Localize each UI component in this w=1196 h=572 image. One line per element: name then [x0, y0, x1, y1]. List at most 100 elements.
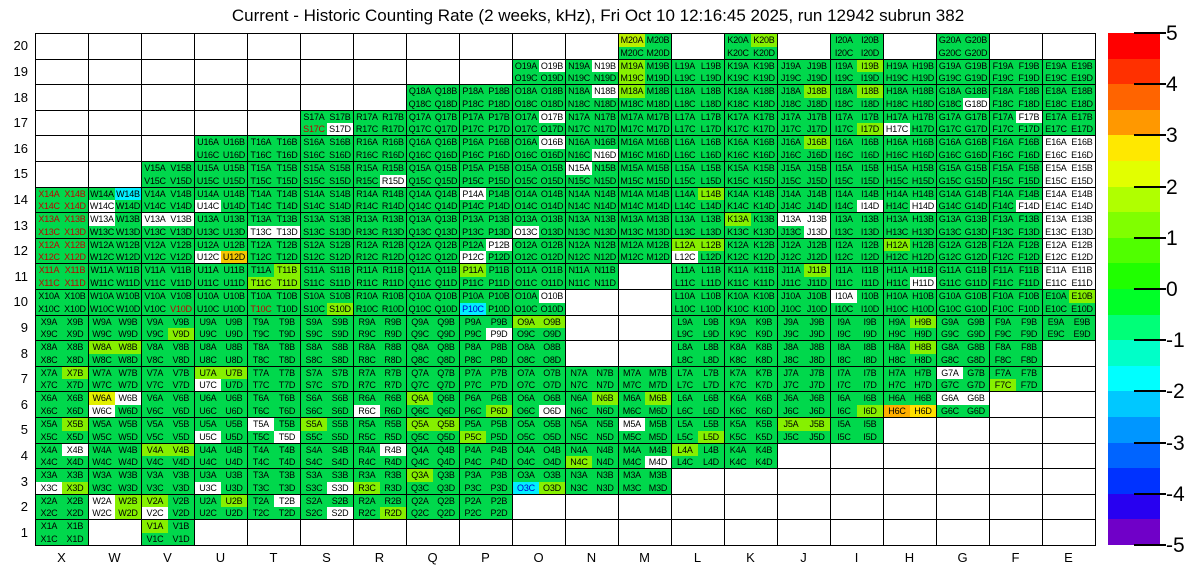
- heatmap-block-O12: O12A O12B O12C O12D: [512, 238, 566, 264]
- heatmap-cell-R15B: R15B: [380, 162, 406, 175]
- heatmap-block-K7: K7A K7B K7C K7D: [724, 366, 778, 392]
- heatmap-cell-X5B: X5B: [62, 418, 88, 431]
- heatmap-cell-U14D: U14D: [221, 200, 247, 212]
- heatmap-cell-J19A: J19A: [778, 60, 804, 72]
- heatmap-cell-F8D: F8D: [1016, 353, 1042, 366]
- heatmap-block-I13: I13A I13B I13C I13D: [830, 212, 884, 239]
- heatmap-cell-P4B: P4B: [486, 444, 512, 456]
- heatmap-cell-O13A: O13A: [513, 213, 539, 226]
- heatmap-block-P5: P5A P5B P5C P5D: [459, 417, 513, 444]
- heatmap-cell-Q4A: Q4A: [407, 444, 433, 456]
- heatmap-block-J14: J14A J14B J14C J14D: [777, 187, 831, 213]
- heatmap-cell-F15C: F15C: [990, 174, 1016, 187]
- heatmap-cell-H13A: H13A: [884, 213, 910, 226]
- heatmap-cell-N5C: N5C: [566, 430, 592, 443]
- heatmap-cell-R8C: R8C: [354, 353, 380, 366]
- heatmap-cell-P16B: P16B: [486, 136, 512, 149]
- heatmap-cell-W3C: W3C: [89, 481, 115, 494]
- heatmap-block-S8: S8A S8B S8C S8D: [300, 340, 354, 367]
- heatmap-block-O1: [512, 519, 566, 546]
- heatmap-cell-T3B: T3B: [274, 469, 300, 482]
- heatmap-cell-Q18A: Q18A: [407, 85, 433, 98]
- heatmap-block-V6: V6A V6B V6C V6D: [141, 391, 195, 418]
- heatmap-block-T4: T4A T4B T4C T4D: [247, 443, 301, 469]
- heatmap-cell-W13C: W13C: [89, 225, 115, 238]
- heatmap-cell-W4B: W4B: [115, 444, 141, 456]
- heatmap-cell-R17C: R17C: [354, 123, 380, 135]
- heatmap-cell-U11A: U11A: [195, 264, 221, 277]
- heatmap-cell-I18B: I18B: [857, 85, 883, 98]
- heatmap-cell-N14C: N14C: [566, 200, 592, 212]
- heatmap-cell-Q5D: Q5D: [433, 430, 459, 443]
- heatmap-cell-J16D: J16D: [804, 148, 830, 161]
- heatmap-cell-T15B: T15B: [274, 162, 300, 175]
- heatmap-cell-O3B: O3B: [539, 469, 565, 482]
- heatmap-cell-Q12D: Q12D: [433, 251, 459, 263]
- colorbar-tick-1: [1134, 236, 1166, 239]
- heatmap-cell-K11B: K11B: [751, 264, 777, 277]
- heatmap-cell-K20D: K20D: [751, 46, 777, 59]
- heatmap-cell-H17D: H17D: [910, 123, 936, 135]
- heatmap-cell-R4A: R4A: [354, 444, 380, 456]
- heatmap-cell-G7B: G7B: [963, 367, 989, 379]
- heatmap-cell-O6C: O6C: [513, 404, 539, 417]
- heatmap-cell-K8B: K8B: [751, 341, 777, 354]
- heatmap-block-Q4: Q4A Q4B Q4C Q4D: [406, 443, 460, 469]
- heatmap-block-Q7: Q7A Q7B Q7C Q7D: [406, 366, 460, 392]
- heatmap-block-U4: U4A U4B U4C U4D: [194, 443, 248, 469]
- heatmap-cell-O18C: O18C: [513, 97, 539, 110]
- heatmap-cell-N11B: N11B: [592, 264, 618, 277]
- heatmap-cell-R14B: R14B: [380, 188, 406, 200]
- heatmap-cell-J10B: J10B: [804, 290, 830, 303]
- heatmap-cell-V2B: V2B: [168, 495, 194, 507]
- heatmap-cell-Q7A: Q7A: [407, 367, 433, 379]
- heatmap-cell-J6D: J6D: [804, 404, 830, 417]
- heatmap-cell-P15A: P15A: [460, 162, 486, 175]
- heatmap-cell-M17D: M17D: [645, 123, 671, 135]
- heatmap-cell-M3A: M3A: [619, 469, 645, 482]
- heatmap-cell-X6C: X6C: [36, 404, 62, 417]
- heatmap-block-H11: H11A H11B H11C H11D: [883, 263, 937, 290]
- heatmap-block-V8: V8A V8B V8C V8D: [141, 340, 195, 367]
- heatmap-block-F18: F18A F18B F18C F18D: [989, 84, 1043, 111]
- heatmap-cell-M7D: M7D: [645, 379, 671, 391]
- heatmap-cell-I11A: I11A: [831, 264, 857, 277]
- heatmap-cell-Q10A: Q10A: [407, 290, 433, 303]
- heatmap-block-I20: I20A I20B I20C I20D: [830, 33, 884, 60]
- heatmap-cell-H15B: H15B: [910, 162, 936, 175]
- heatmap-block-R3: R3A R3B R3C R3D: [353, 468, 407, 495]
- heatmap-cell-W5A: W5A: [89, 418, 115, 431]
- heatmap-cell-H8A: H8A: [884, 341, 910, 354]
- heatmap-cell-F12A: F12A: [990, 239, 1016, 251]
- heatmap-cell-R6A: R6A: [354, 392, 380, 405]
- heatmap-cell-J14A: J14A: [778, 188, 804, 200]
- heatmap-cell-O7D: O7D: [539, 379, 565, 391]
- heatmap-cell-G11C: G11C: [937, 276, 963, 289]
- heatmap-cell-H16D: H16D: [910, 148, 936, 161]
- heatmap-cell-M18B: M18B: [645, 85, 671, 98]
- heatmap-cell-Q7B: Q7B: [433, 367, 459, 379]
- heatmap-cell-G19C: G19C: [937, 72, 963, 84]
- heatmap-cell-P16D: P16D: [486, 148, 512, 161]
- heatmap-cell-I15A: I15A: [831, 162, 857, 175]
- heatmap-cell-O5A: O5A: [513, 418, 539, 431]
- heatmap-cell-T13C: T13C: [248, 225, 274, 238]
- heatmap-block-W1: [88, 519, 142, 546]
- heatmap-cell-P8A: P8A: [460, 341, 486, 354]
- heatmap-cell-T2C: T2C: [248, 507, 274, 519]
- heatmap-cell-S5C: S5C: [301, 430, 327, 443]
- heatmap-block-F7: F7A F7B F7C F7D: [989, 366, 1043, 392]
- heatmap-block-T12: T12A T12B T12C T12D: [247, 238, 301, 264]
- heatmap-cell-Q6C: Q6C: [407, 404, 433, 417]
- heatmap-cell-Q6A: Q6A: [407, 392, 433, 405]
- heatmap-cell-V3A: V3A: [142, 469, 168, 482]
- heatmap-block-Q12: Q12A Q12B Q12C Q12D: [406, 238, 460, 264]
- heatmap-cell-H15D: H15D: [910, 174, 936, 187]
- heatmap-cell-L15B: L15B: [698, 162, 724, 175]
- x-axis-label-M: M: [639, 550, 650, 565]
- heatmap-cell-S13C: S13C: [301, 225, 327, 238]
- heatmap-cell-P7D: P7D: [486, 379, 512, 391]
- heatmap-cell-R6D: R6D: [380, 404, 406, 417]
- heatmap-cell-T5A: T5A: [248, 418, 274, 431]
- heatmap-cell-J12B: J12B: [804, 239, 830, 251]
